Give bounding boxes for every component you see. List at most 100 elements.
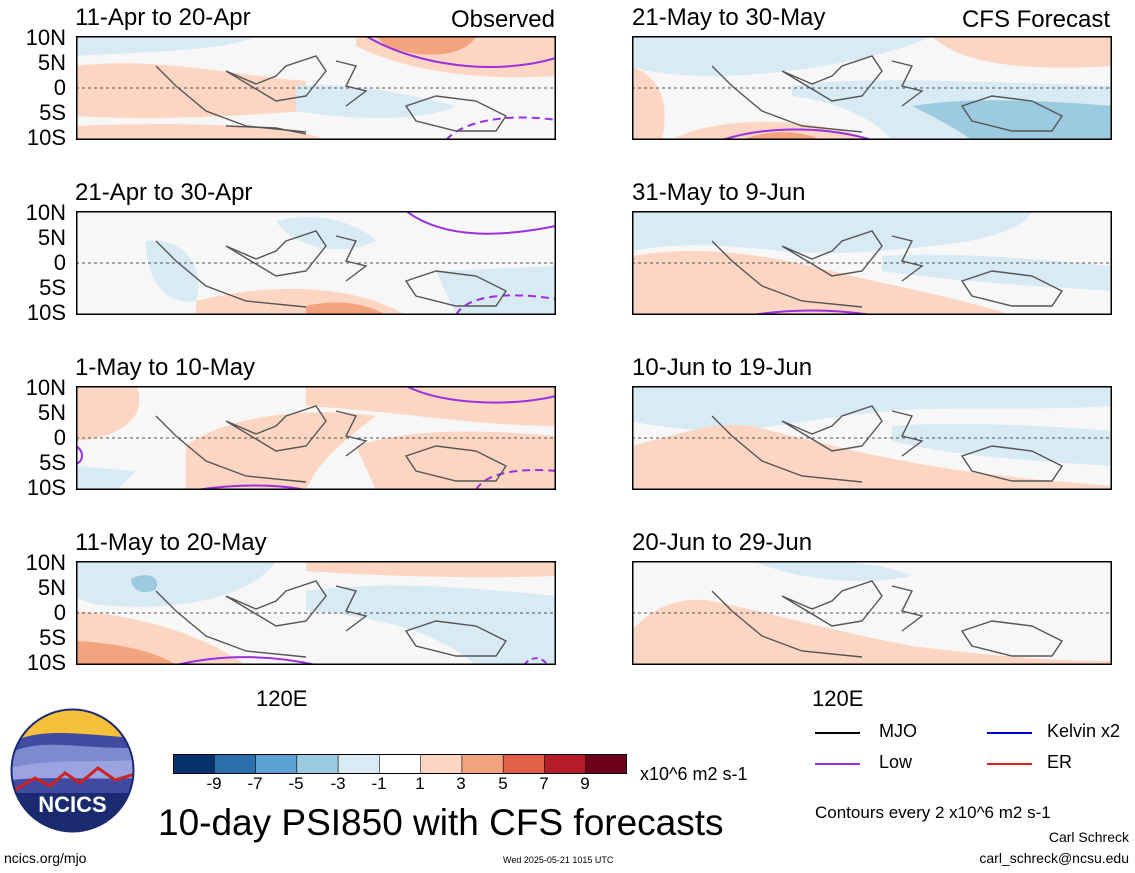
panel-border [76,561,556,665]
lat-label: 0 [53,425,66,450]
strong-positive-anomaly [376,36,476,55]
legend-label: Kelvin x2 [1047,721,1121,741]
low-contour [405,211,556,235]
panel-title: 20-Jun to 29-Jun [632,529,813,556]
panel-border [76,386,556,490]
lat-label: 10N [25,375,66,400]
map-panel-4 [632,36,1112,140]
colorbar-cell [585,754,627,774]
low-contour [721,128,873,140]
colorbar-tick: 1 [415,774,425,793]
lat-label: 5N [37,400,66,425]
coastline [960,620,1064,657]
footer-email: carl_schreck@ncsu.edu [979,850,1129,866]
lat-label: 5N [37,50,66,75]
negative-anomaly [76,561,276,607]
figure-title: 10-day PSI850 with CFS forecasts [158,802,724,843]
coastline [781,230,883,277]
colorbar-tick: 9 [580,774,590,793]
colorbar-cell [173,754,216,774]
negative-anomaly [882,254,1112,291]
low-contour [175,656,317,665]
colorbar-tick: -1 [371,774,387,793]
contour-note: Contours every 2 x10^6 m2 s-1 [815,803,1051,822]
lat-label: 10S [26,650,66,675]
colorbar-tick: -7 [247,774,263,793]
coastline [335,410,368,457]
panel-title: 21-May to 30-May [632,4,826,31]
forecast-column-label: CFS Forecast [961,6,1110,33]
panel-title: 11-Apr to 20-Apr [75,4,251,31]
positive-anomaly [76,386,140,441]
colorbar-units: x10^6 m2 s-1 [640,764,748,784]
positive-anomaly [186,412,376,490]
legend-swatch-low [815,763,860,765]
positive-anomaly [306,386,556,426]
colorbar-cell [379,754,422,774]
coastline [404,620,508,657]
coastline [225,125,307,135]
moderate-negative-anomaly [912,100,1112,140]
lat-label: 5S [39,100,66,125]
coastline [155,415,307,483]
legend-swatch-kelvin [987,732,1032,734]
coastline [781,55,883,102]
legend-label: ER [1047,752,1073,772]
legend-swatch-mjo [815,732,860,734]
panel-border [632,561,1112,665]
low-contour [455,294,556,315]
coastline [404,445,508,482]
panel-border [76,211,556,315]
low-contour [195,484,307,490]
low-contour [365,36,556,68]
logo-text: NCICS [38,792,106,817]
negative-anomaly [632,36,932,76]
legend-label: Low [879,752,913,772]
coastline [891,235,924,282]
lat-label: 10S [26,475,66,500]
negative-anomaly [632,386,1112,431]
low-contour [523,657,549,665]
map-panel-3 [76,561,556,665]
positive-anomaly [356,431,556,490]
coastline [781,580,883,627]
colorbar-tick: 5 [498,774,508,793]
negative-anomaly [632,211,1032,254]
footer-url: ncics.org/mjo [4,850,87,866]
map-panel-1 [76,211,556,315]
coastline [891,585,924,632]
colorbar [173,754,627,774]
moderate-negative-anomaly [131,575,157,593]
observed-column-label: Observed [450,6,555,33]
map-panel-0 [76,36,556,140]
negative-anomaly [76,36,256,56]
colorbar-cell [461,754,504,774]
coastline [711,65,863,133]
panel-border [76,36,556,140]
panel-title: 1-May to 10-May [75,354,256,381]
legend: MJO Kelvin x2 Low ER [815,721,1125,781]
ncics-logo: NCICS [10,708,135,833]
lat-label: 5N [37,225,66,250]
lat-label: 10N [25,25,66,50]
coastline [225,580,327,627]
panel-border [632,211,1112,315]
negative-anomaly [146,240,199,302]
coastline [711,590,863,658]
lon-label: 120E [256,686,308,711]
colorbar-cell [213,754,257,774]
panel-title: 10-Jun to 19-Jun [632,354,813,381]
coastline [711,415,863,483]
low-contour [475,469,556,490]
low-contour [76,445,83,465]
colorbar-tick: -5 [288,774,304,793]
colorbar-tick: -3 [330,774,346,793]
panel-border [632,386,1112,490]
negative-anomaly [76,466,136,490]
map-panel-2 [76,386,556,490]
colorbar-tick: 7 [539,774,549,793]
strong-positive-anomaly [742,132,822,140]
negative-anomaly [306,585,556,665]
colorbar-ticks: -9 -7 -5 -3 -1 1 3 5 7 9 [173,774,627,798]
coastline [335,235,368,282]
